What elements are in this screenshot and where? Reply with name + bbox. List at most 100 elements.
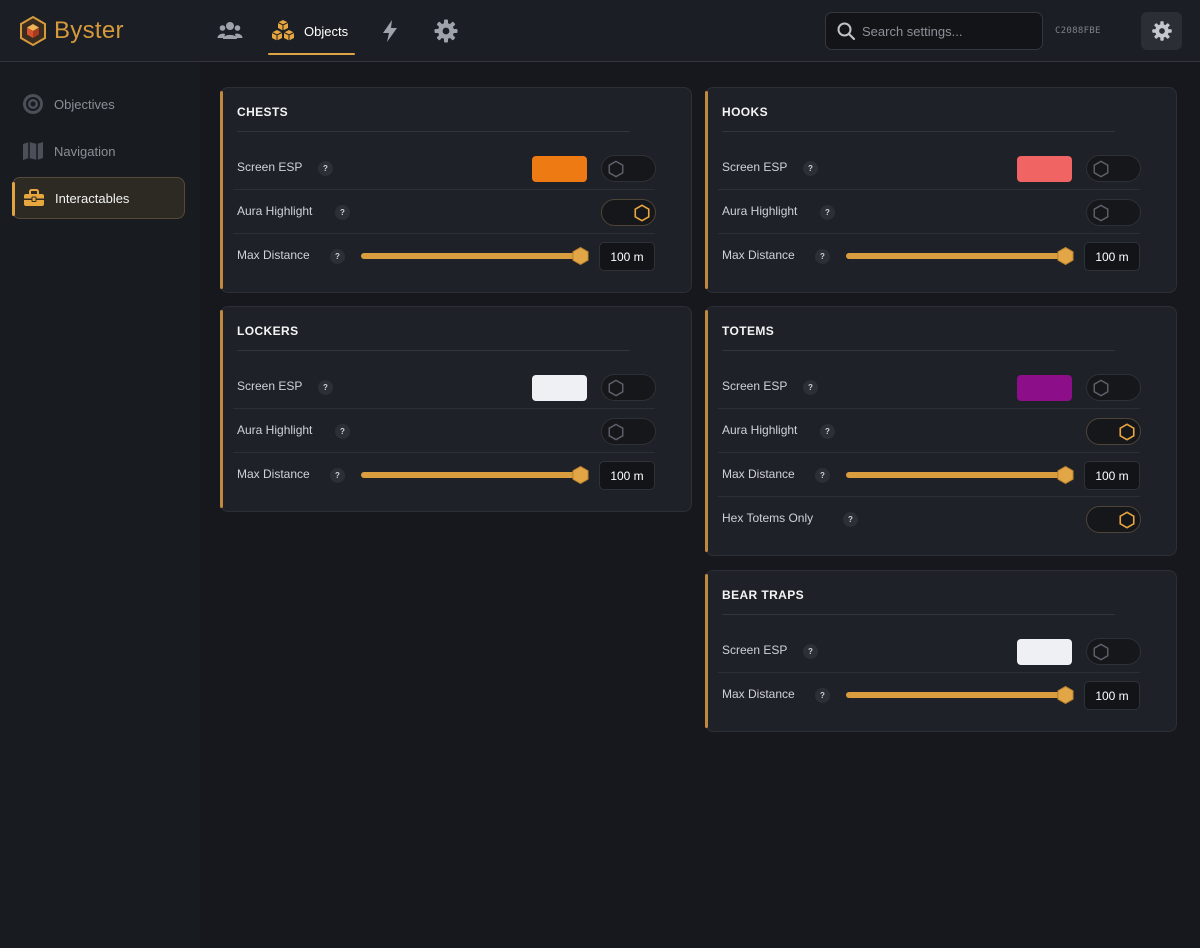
aura-highlight-row: Aura Highlight ? [718,190,1141,234]
gear-icon [1151,21,1172,41]
tab-objects-label: Objects [304,23,349,39]
help-icon[interactable]: ? [330,249,345,264]
esp-color-swatch[interactable] [1017,639,1072,665]
sidebar-item-objectives[interactable]: Objectives [12,83,185,125]
hooks-card: HOOKS Screen ESP ? Aura Highlight ? Max … [705,87,1177,293]
help-icon[interactable]: ? [815,688,830,703]
search-input[interactable] [862,23,1032,39]
slider-fill [846,472,1066,478]
search-box[interactable] [825,12,1043,50]
hexagon-toggle-icon [607,160,625,178]
screen-esp-toggle[interactable] [1086,638,1141,665]
divider [237,350,630,351]
help-icon[interactable]: ? [318,161,333,176]
search-icon [837,22,856,41]
max-distance-slider[interactable] [846,472,1066,478]
max-distance-input[interactable] [1084,242,1140,271]
hexagon-toggle-icon [1118,423,1136,441]
hexagon-thumb-icon[interactable] [1056,246,1075,266]
sidebar-item-navigation[interactable]: Navigation [12,130,185,172]
global-settings-button[interactable] [1141,12,1182,50]
screen-esp-toggle[interactable] [1086,155,1141,182]
row-label: Max Distance [237,467,310,481]
slider-fill [361,253,581,259]
hexagon-toggle-icon [607,423,625,441]
max-distance-input[interactable] [599,461,655,490]
max-distance-slider[interactable] [361,472,581,478]
esp-color-swatch[interactable] [532,375,587,401]
active-tab-indicator [268,53,355,55]
card-title: HOOKS [722,105,769,119]
hexagon-thumb-icon[interactable] [571,465,590,485]
screen-esp-row: Screen ESP ? [233,146,656,190]
bolt-icon [383,20,397,42]
card-title: CHESTS [237,105,289,119]
help-icon[interactable]: ? [335,205,350,220]
aura-highlight-row: Aura Highlight ? [233,409,656,453]
help-icon[interactable]: ? [330,468,345,483]
help-icon[interactable]: ? [803,161,818,176]
max-distance-row: Max Distance ? [233,234,655,278]
help-icon[interactable]: ? [803,644,818,659]
aura-highlight-toggle[interactable] [601,418,656,445]
divider [237,131,630,132]
max-distance-input[interactable] [1084,461,1140,490]
help-icon[interactable]: ? [815,468,830,483]
screen-esp-row: Screen ESP ? [718,146,1141,190]
app-logo: Byster [18,15,124,47]
hexagon-thumb-icon[interactable] [1056,465,1075,485]
help-icon[interactable]: ? [803,380,818,395]
hex-totems-only-row: Hex Totems Only ? [718,497,1141,541]
aura-highlight-toggle[interactable] [601,199,656,226]
divider [722,614,1115,615]
toolbox-icon [24,189,44,206]
hexagon-toggle-icon [633,204,651,222]
hexagon-thumb-icon[interactable] [571,246,590,266]
help-icon[interactable]: ? [820,205,835,220]
row-label: Aura Highlight [722,423,798,437]
row-label: Max Distance [722,687,795,701]
esp-color-swatch[interactable] [532,156,587,182]
screen-esp-row: Screen ESP ? [718,629,1141,673]
sidebar-item-label: Objectives [54,96,115,112]
slider-fill [846,692,1066,698]
row-label: Max Distance [722,248,795,262]
esp-color-swatch[interactable] [1017,375,1072,401]
lockers-card: LOCKERS Screen ESP ? Aura Highlight ? Ma… [220,306,692,512]
map-icon [23,142,43,160]
sidebar-item-interactables[interactable]: Interactables [12,177,185,219]
help-icon[interactable]: ? [335,424,350,439]
max-distance-row: Max Distance ? [718,453,1140,497]
tab-objects[interactable]: Objects [268,14,356,48]
row-label: Aura Highlight [237,204,313,218]
screen-esp-toggle[interactable] [601,374,656,401]
max-distance-slider[interactable] [361,253,581,259]
max-distance-slider[interactable] [846,253,1066,259]
aura-highlight-toggle[interactable] [1086,418,1141,445]
esp-color-swatch[interactable] [1017,156,1072,182]
row-label: Screen ESP [237,379,303,393]
hexagon-toggle-icon [1092,379,1110,397]
aura-highlight-row: Aura Highlight ? [718,409,1141,453]
row-label: Hex Totems Only [722,511,814,525]
help-icon[interactable]: ? [318,380,333,395]
tab-settings[interactable] [433,14,459,48]
screen-esp-toggle[interactable] [1086,374,1141,401]
max-distance-input[interactable] [1084,681,1140,710]
aura-highlight-toggle[interactable] [1086,199,1141,226]
gear-icon [434,19,458,43]
hexagon-thumb-icon[interactable] [1056,685,1075,705]
screen-esp-toggle[interactable] [601,155,656,182]
max-distance-slider[interactable] [846,692,1066,698]
tab-players[interactable] [217,14,247,48]
row-label: Screen ESP [237,160,303,174]
help-icon[interactable]: ? [820,424,835,439]
top-bar: Byster Objects [0,0,1200,62]
help-icon[interactable]: ? [815,249,830,264]
hex-totems-only-toggle[interactable] [1086,506,1141,533]
tab-actions[interactable] [377,14,403,48]
hwid-label: C2088FBE [1055,26,1101,36]
help-icon[interactable]: ? [843,512,858,527]
hexagon-toggle-icon [1118,511,1136,529]
max-distance-input[interactable] [599,242,655,271]
